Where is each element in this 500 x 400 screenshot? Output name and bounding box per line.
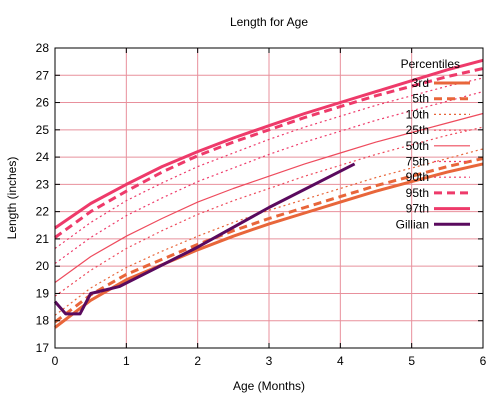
series-line-10th <box>54 148 484 316</box>
legend-label-gillian: Gillian <box>396 217 429 231</box>
legend-label-95th: 95th <box>406 186 429 200</box>
legend-label-75th: 75th <box>406 155 429 169</box>
legend-label-25th: 25th <box>406 123 429 137</box>
y-tick-label: 20 <box>36 259 50 273</box>
legend-title: Percentiles <box>401 57 460 71</box>
y-tick-label: 18 <box>36 314 50 328</box>
legend-label-5th: 5th <box>412 92 429 106</box>
y-tick-label: 24 <box>36 150 50 164</box>
series-line-gillian <box>53 162 356 316</box>
y-tick-label: 17 <box>36 341 50 355</box>
x-tick-label: 2 <box>194 354 201 368</box>
legend-label-10th: 10th <box>406 107 429 121</box>
legend-label-97th: 97th <box>406 202 429 216</box>
legend-label-3rd: 3rd <box>412 76 429 90</box>
y-tick-label: 28 <box>36 41 50 55</box>
y-tick-label: 26 <box>36 96 50 110</box>
series-line-25th <box>54 126 484 297</box>
x-tick-label: 5 <box>408 354 415 368</box>
y-axis-label: Length (inches) <box>5 157 19 240</box>
series-line-5th <box>54 157 484 324</box>
series-line-97th <box>54 58 484 230</box>
legend-label-50th: 50th <box>406 139 429 153</box>
y-tick-label: 25 <box>36 123 50 137</box>
x-tick-label: 3 <box>266 354 273 368</box>
legend-label-90th: 90th <box>406 170 429 184</box>
x-tick-label: 1 <box>123 354 130 368</box>
y-tick-label: 19 <box>36 286 50 300</box>
series-lines <box>53 58 484 329</box>
series-line-50th <box>54 112 484 283</box>
x-tick-label: 6 <box>480 354 487 368</box>
chart-title: Length for Age <box>230 15 308 29</box>
series-line-95th <box>54 67 484 239</box>
series-line-3rd <box>54 162 484 329</box>
y-tick-label: 21 <box>36 232 50 246</box>
y-tick-label: 27 <box>36 68 50 82</box>
x-axis-label: Age (Months) <box>233 379 305 393</box>
series-line-90th <box>54 77 484 249</box>
y-tick-label: 23 <box>36 177 50 191</box>
series-line-75th <box>54 91 484 264</box>
x-tick-label: 0 <box>52 354 59 368</box>
x-tick-label: 4 <box>337 354 344 368</box>
y-tick-label: 22 <box>36 205 50 219</box>
